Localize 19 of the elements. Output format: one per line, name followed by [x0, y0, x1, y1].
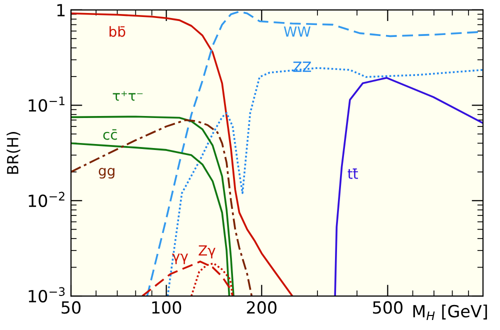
x-tick-label: 50	[62, 301, 80, 314]
x-tick-label: 100	[152, 301, 182, 314]
series-label: tt̄	[348, 168, 358, 179]
series-label: γγ	[172, 254, 188, 264]
y-tick-label: 10$^{−1}$	[28, 96, 64, 112]
y-axis-title: BR(H)	[6, 132, 20, 174]
series-label: WW	[284, 26, 310, 37]
series-label: bb̄	[110, 26, 126, 37]
y-tick-label: 10$^{−3}$	[28, 287, 65, 302]
x-axis-title: M$_{H}$ [GeV]	[413, 304, 487, 320]
y-tick-label: 1	[57, 4, 65, 16]
series-label: cc̄	[103, 129, 117, 140]
x-tick-label: 200	[246, 301, 276, 314]
series-label: τ⁺τ⁻	[112, 91, 143, 101]
series-label: ZZ	[293, 62, 312, 72]
series-label: gg	[98, 168, 114, 179]
x-tick-label: 500	[373, 301, 402, 314]
series-label: Zγ	[198, 245, 216, 258]
y-tick-label: 10$^{−2}$	[28, 192, 64, 208]
